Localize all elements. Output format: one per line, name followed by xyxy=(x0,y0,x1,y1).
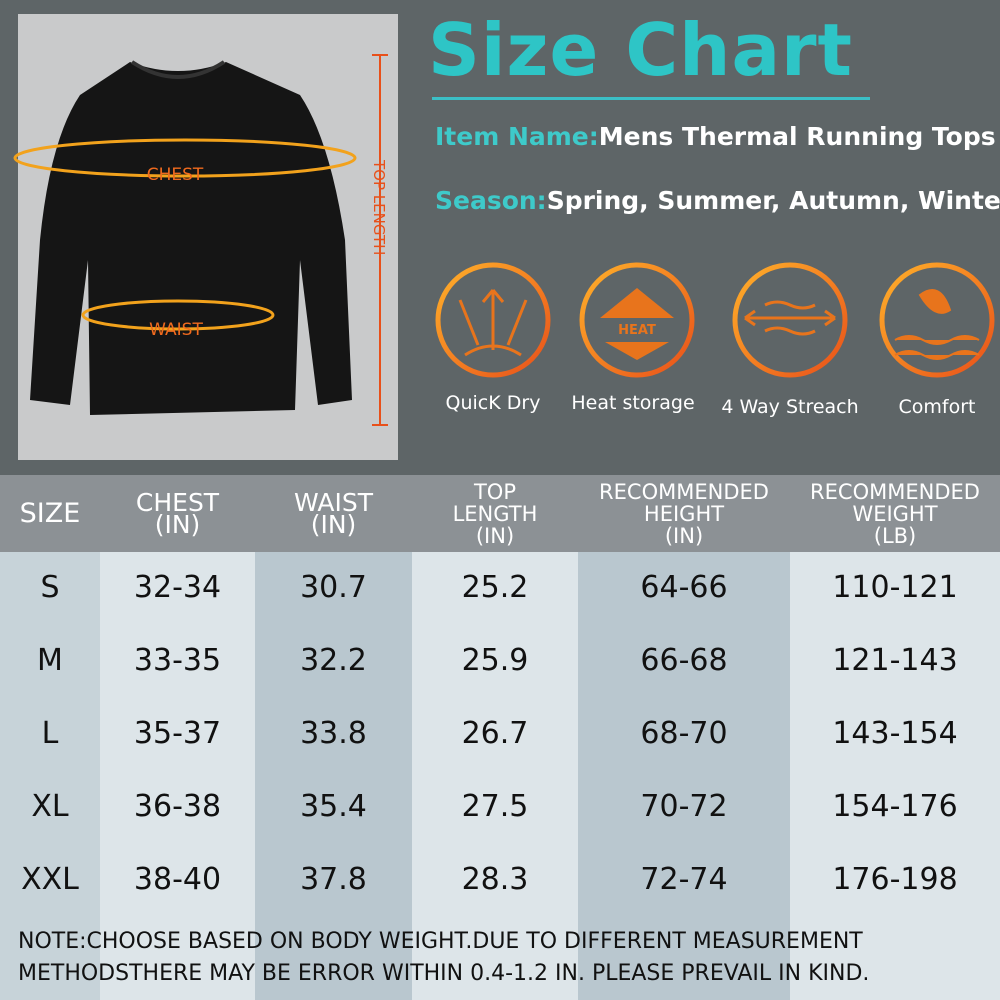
header-name: CHEST xyxy=(135,487,220,517)
header-name: TOP LENGTH xyxy=(452,479,538,526)
header-cell: RECOMMENDED WEIGHT (LB) xyxy=(790,475,1000,552)
season: Season:Spring, Summer, Autumn, Winter xyxy=(435,186,1000,215)
waist-ring xyxy=(81,299,275,331)
header-cell: TOP LENGTH (IN) xyxy=(412,475,578,552)
item-name: Item Name:Mens Thermal Running Tops xyxy=(435,122,996,151)
table-cell: 66-68 xyxy=(640,643,728,678)
chest-ring xyxy=(13,138,357,178)
feature: QuicK Dry xyxy=(445,392,541,414)
length-label: TOP LENGTH xyxy=(370,159,388,255)
title-rule xyxy=(432,97,870,100)
table-cell: XXL xyxy=(21,862,79,897)
column-band xyxy=(100,552,255,1000)
top-graphics: CHEST WAIST TOP LENGTH HEAT xyxy=(13,14,995,460)
waist-label: WAIST xyxy=(149,320,203,340)
icon-stretch xyxy=(732,262,848,378)
shirt xyxy=(30,62,352,415)
season-label: Season: xyxy=(435,186,547,215)
header-unit: (IN) xyxy=(475,523,515,548)
item-label: Item Name: xyxy=(435,122,599,151)
header-cell: SIZE xyxy=(0,475,100,552)
table-cell: 64-66 xyxy=(640,570,728,605)
column-band xyxy=(790,552,1000,1000)
header-name: RECOMMENDED HEIGHT xyxy=(599,479,769,526)
size-table: SIZE CHEST (IN) WAIST (IN) TOP LENGTH (IN) RECO… xyxy=(0,475,1000,1000)
table-cell: XL xyxy=(31,789,69,824)
header-unit: (IN) xyxy=(154,509,201,539)
column-band xyxy=(0,552,100,1000)
table-cell: M xyxy=(37,643,63,678)
chest-label: CHEST xyxy=(147,165,204,185)
table-cell: 33-35 xyxy=(133,643,222,678)
table-cell: 143-154 xyxy=(832,716,958,751)
header-name: SIZE xyxy=(19,497,81,529)
season-value: Spring, Summer, Autumn, Winter xyxy=(546,186,1000,215)
table-cell: 176-198 xyxy=(832,862,958,897)
feature: 4 Way Streach xyxy=(721,396,859,418)
table-cell: L xyxy=(41,716,59,751)
icon-heat xyxy=(579,262,695,378)
table-cell: 68-70 xyxy=(640,716,728,751)
icons: HEAT xyxy=(435,262,995,378)
table-cell: 25.2 xyxy=(461,570,529,605)
table-cell: 25.9 xyxy=(461,643,529,678)
table-cell: 36-38 xyxy=(133,789,222,824)
table-cell: 35.4 xyxy=(300,789,367,824)
note: NOTE:CHOOSE BASED ON BODY WEIGHT.DUE TO … xyxy=(18,929,870,986)
header-unit: (LB) xyxy=(873,523,917,548)
table-cell: 72-74 xyxy=(640,862,728,897)
column-band xyxy=(255,552,412,1000)
feature: Comfort xyxy=(898,396,976,418)
icon-comfort xyxy=(879,262,995,378)
header-name: RECOMMENDED WEIGHT xyxy=(810,479,980,526)
item-value: Mens Thermal Running Tops xyxy=(598,122,996,151)
header-band xyxy=(0,475,1000,552)
icon-quick-dry xyxy=(435,262,551,378)
table-cell: 37.8 xyxy=(300,862,367,897)
table-cell: 110-121 xyxy=(832,570,958,605)
header-cell: RECOMMENDED HEIGHT (IN) xyxy=(578,475,790,552)
table-cell: 70-72 xyxy=(640,789,728,824)
heat-text: HEAT xyxy=(618,323,656,338)
table-cell: 28.3 xyxy=(461,862,529,897)
feature: Heat storage xyxy=(571,392,695,414)
table-cell: 30.7 xyxy=(300,570,367,605)
header-unit: (IN) xyxy=(310,509,357,539)
header-cell: WAIST (IN) xyxy=(255,475,412,552)
table-cell: 38-40 xyxy=(133,862,222,897)
table-cell: 121-143 xyxy=(832,643,958,678)
table-cell: 26.7 xyxy=(461,716,529,751)
table-cell: 27.5 xyxy=(461,789,529,824)
header-unit: (IN) xyxy=(664,523,704,548)
table-cell: S xyxy=(40,570,60,605)
header-name: WAIST xyxy=(294,487,373,517)
table-cell: 35-37 xyxy=(133,716,222,751)
column-band xyxy=(412,552,578,1000)
column-band xyxy=(578,552,790,1000)
header-cell: CHEST (IN) xyxy=(100,475,255,552)
table-cell: 32.2 xyxy=(300,643,367,678)
table-cell: 32-34 xyxy=(133,570,222,605)
table-cell: 154-176 xyxy=(832,789,958,824)
table-cell: 33.8 xyxy=(300,716,367,751)
title: Size Chart xyxy=(428,8,853,92)
